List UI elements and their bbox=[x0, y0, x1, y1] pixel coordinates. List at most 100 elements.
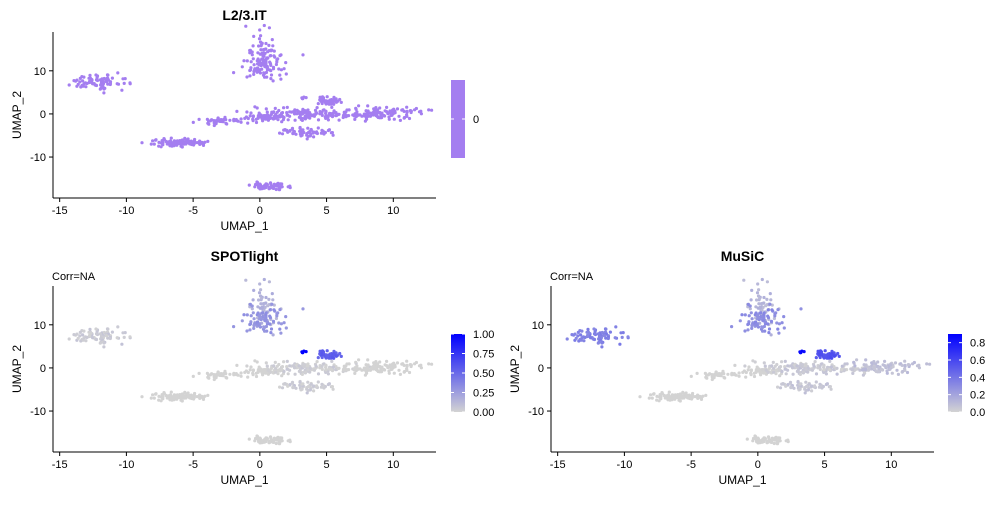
data-point bbox=[830, 353, 834, 357]
data-point bbox=[753, 320, 758, 324]
colorbar-tick-label: 1.00 bbox=[473, 329, 494, 341]
data-point bbox=[751, 436, 756, 441]
data-point bbox=[408, 109, 412, 113]
data-point bbox=[328, 355, 332, 359]
data-point bbox=[862, 363, 866, 367]
data-point bbox=[565, 337, 569, 341]
data-point bbox=[365, 113, 370, 117]
data-point bbox=[835, 372, 839, 376]
data-point bbox=[252, 69, 256, 74]
data-point bbox=[320, 382, 324, 386]
data-point bbox=[393, 111, 397, 115]
data-point bbox=[763, 364, 767, 368]
data-point bbox=[762, 315, 766, 319]
data-point bbox=[776, 327, 780, 331]
data-point bbox=[157, 394, 161, 398]
data-point bbox=[81, 338, 85, 342]
data-point bbox=[267, 280, 271, 284]
data-point bbox=[286, 384, 290, 388]
data-point bbox=[366, 358, 370, 362]
x-tick-label: 5 bbox=[324, 205, 330, 217]
data-point bbox=[181, 138, 185, 142]
data-point bbox=[749, 369, 753, 373]
data-point bbox=[911, 362, 915, 366]
data-point bbox=[288, 110, 292, 114]
data-point bbox=[354, 360, 358, 364]
data-point bbox=[276, 181, 280, 186]
data-point bbox=[102, 341, 106, 345]
data-point bbox=[852, 360, 856, 364]
data-point bbox=[282, 360, 286, 364]
data-point bbox=[788, 380, 793, 384]
umap-panel-1: L2/3.IT -15 -10 -5 0 5 10 10 0 -10 UMAP_1 UMAP_2 0 bbox=[10, 7, 479, 233]
data-point bbox=[272, 303, 276, 307]
data-point bbox=[818, 382, 822, 386]
data-point bbox=[98, 78, 102, 82]
data-point bbox=[338, 351, 342, 356]
data-point bbox=[341, 367, 346, 372]
data-point bbox=[353, 117, 357, 121]
data-point bbox=[705, 373, 709, 377]
data-point bbox=[352, 114, 357, 118]
data-point bbox=[873, 362, 878, 366]
data-point bbox=[242, 59, 246, 63]
data-point bbox=[265, 364, 269, 368]
data-point bbox=[737, 371, 741, 375]
data-point bbox=[256, 323, 261, 327]
data-point bbox=[826, 352, 830, 356]
data-point bbox=[269, 436, 273, 440]
data-point bbox=[756, 282, 760, 286]
data-point bbox=[251, 371, 255, 375]
data-point bbox=[626, 335, 630, 339]
data-point bbox=[896, 372, 901, 376]
data-point bbox=[277, 67, 281, 71]
data-point bbox=[262, 72, 266, 76]
data-point bbox=[264, 57, 268, 61]
data-point bbox=[258, 28, 262, 32]
data-point bbox=[249, 322, 253, 326]
data-point bbox=[284, 326, 288, 330]
data-point bbox=[889, 363, 893, 367]
data-point bbox=[192, 143, 196, 147]
data-point bbox=[82, 329, 86, 333]
data-point bbox=[325, 100, 329, 104]
data-point bbox=[278, 131, 282, 135]
data-point bbox=[248, 305, 252, 309]
colorbar-tick-label: 0 bbox=[473, 114, 479, 126]
data-point bbox=[330, 359, 334, 363]
data-point bbox=[596, 332, 601, 336]
data-point bbox=[285, 359, 289, 363]
data-point bbox=[263, 75, 267, 79]
data-point bbox=[344, 114, 349, 118]
data-point bbox=[334, 111, 338, 115]
data-point bbox=[326, 382, 330, 387]
data-point bbox=[823, 354, 828, 358]
data-point bbox=[710, 375, 714, 379]
data-point bbox=[746, 368, 750, 372]
data-point bbox=[312, 368, 316, 372]
data-point bbox=[274, 62, 278, 67]
data-point bbox=[76, 336, 80, 340]
data-point bbox=[286, 372, 290, 376]
data-point bbox=[320, 113, 324, 117]
data-point bbox=[82, 75, 86, 79]
data-point bbox=[405, 113, 409, 117]
data-point bbox=[403, 369, 407, 374]
data-point bbox=[928, 362, 932, 366]
data-point bbox=[743, 364, 747, 368]
data-point bbox=[770, 303, 774, 307]
y-tick-label: 10 bbox=[532, 320, 544, 332]
data-point bbox=[769, 440, 773, 444]
data-point bbox=[248, 368, 252, 372]
colorbar-tick-label: 0.2 bbox=[970, 390, 985, 402]
data-point bbox=[570, 333, 574, 337]
data-point bbox=[574, 336, 578, 340]
data-point bbox=[252, 317, 256, 321]
data-point bbox=[713, 372, 717, 376]
data-point bbox=[152, 142, 156, 146]
data-point bbox=[756, 315, 760, 319]
data-point bbox=[818, 367, 822, 371]
data-point bbox=[307, 384, 311, 389]
data-point bbox=[253, 182, 258, 187]
data-point bbox=[285, 367, 289, 371]
